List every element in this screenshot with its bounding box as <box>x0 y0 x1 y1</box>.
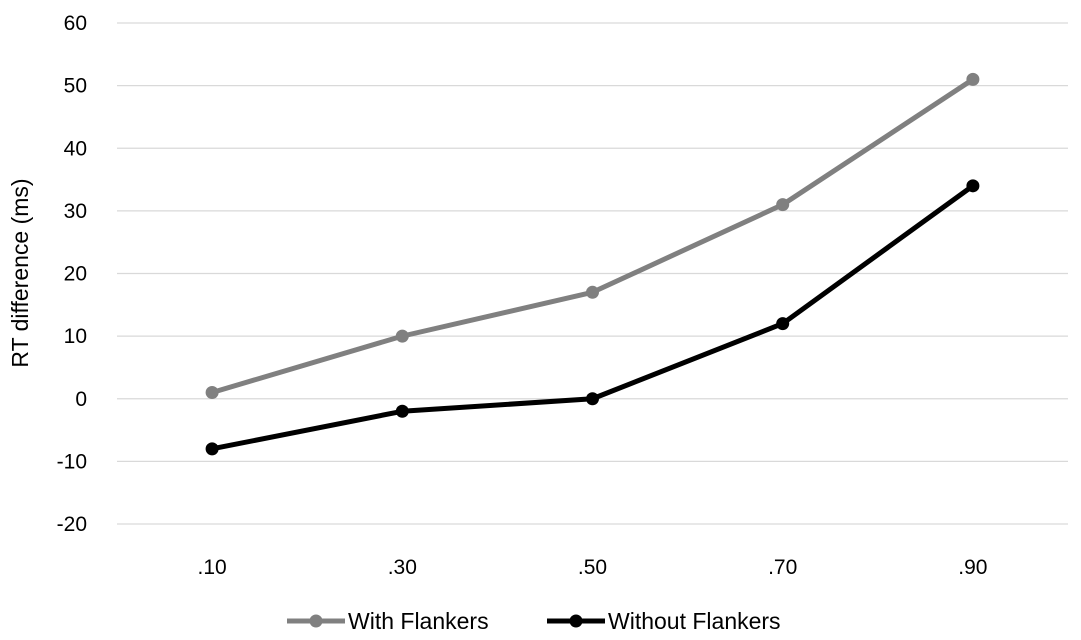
x-tick-label: .50 <box>578 556 607 579</box>
data-series <box>205 72 980 456</box>
series-2 <box>205 179 980 456</box>
legend: With Flankers Without Flankers <box>287 608 781 634</box>
y-tick-label: 20 <box>64 263 87 286</box>
data-point <box>395 329 409 343</box>
x-tick-label: .10 <box>197 556 226 579</box>
legend-entry-1: With Flankers <box>287 608 489 634</box>
data-point <box>586 392 599 406</box>
legend-label: Without Flankers <box>608 608 781 634</box>
legend-swatch-marker <box>309 614 323 628</box>
data-point <box>586 285 599 299</box>
data-point <box>966 179 980 193</box>
legend-entry-2: Without Flankers <box>547 608 781 634</box>
data-point <box>776 317 790 331</box>
legend-label: With Flankers <box>348 608 489 634</box>
y-tick-label: 60 <box>64 12 87 35</box>
x-tick-label: .70 <box>768 556 797 579</box>
y-tick-label: -20 <box>57 513 87 536</box>
data-point <box>966 72 980 86</box>
data-point <box>205 385 219 399</box>
series-line <box>209 76 976 395</box>
y-tick-label: 50 <box>64 75 87 98</box>
x-tick-label: .90 <box>958 556 987 579</box>
y-tick-label: 30 <box>64 200 87 223</box>
series-1 <box>205 72 980 399</box>
y-tick-label: -10 <box>57 450 87 473</box>
gridlines <box>117 22 1068 525</box>
series-line <box>209 183 976 452</box>
legend-swatch-marker <box>569 614 583 628</box>
data-point <box>205 442 219 456</box>
data-point <box>776 198 790 212</box>
x-axis-tick-labels: .10 .30 .50 .70 .90 <box>197 556 987 579</box>
y-axis-tick-labels: -20 -10 0 10 20 30 40 50 60 <box>57 12 87 536</box>
y-tick-label: 10 <box>64 325 87 348</box>
y-tick-label: 40 <box>64 137 87 160</box>
y-tick-label: 0 <box>75 388 87 411</box>
data-point <box>395 404 409 418</box>
x-tick-label: .30 <box>388 556 417 579</box>
y-axis-label: RT difference (ms) <box>7 178 33 367</box>
